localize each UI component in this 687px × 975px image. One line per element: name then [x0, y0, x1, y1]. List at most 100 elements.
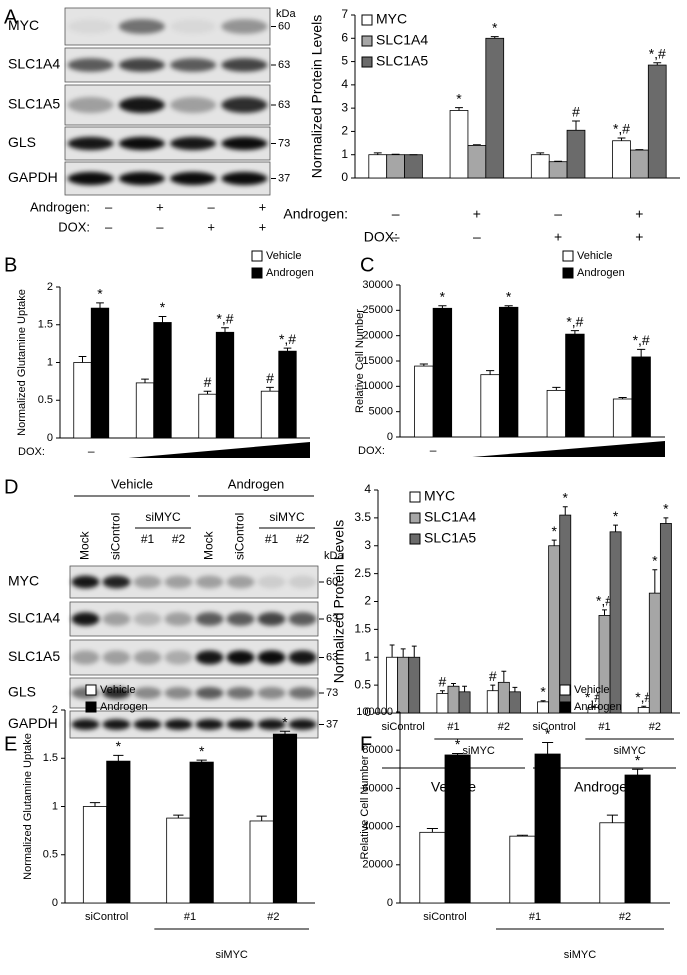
legend-swatch [85, 684, 97, 696]
error-bar [570, 330, 579, 335]
significance-mark: * [199, 743, 205, 759]
y-tick-label: 1 [341, 147, 348, 161]
kda-unit: kDa [324, 550, 344, 562]
x-tick-label: siControl [381, 721, 424, 733]
bar [631, 356, 651, 438]
blot-band [164, 650, 193, 665]
kda-value: 63 [278, 59, 290, 71]
significance-mark: * [551, 523, 557, 539]
bar [548, 161, 568, 179]
error-bar [452, 752, 464, 755]
blot-band [118, 19, 165, 34]
x-row-label: DOX: [358, 445, 385, 457]
bar [73, 362, 92, 439]
error-bar [663, 517, 669, 524]
condition-sign: + [259, 219, 267, 234]
bar [630, 149, 649, 179]
y-tick-label: 0 [47, 432, 53, 444]
error-bar [455, 107, 463, 111]
blot-band [226, 575, 255, 589]
blot-band [257, 650, 286, 665]
error-bar [472, 144, 481, 146]
blot-band [195, 650, 224, 665]
legend-swatch [361, 35, 373, 47]
error-bar [389, 644, 395, 658]
kda-value: 60 [326, 576, 338, 588]
condition-sign: + [554, 229, 562, 245]
blot-band [118, 136, 165, 151]
lane-group-label: siMYC [145, 510, 181, 524]
blot-row-label: SLC1A4 [8, 610, 60, 626]
bar [135, 382, 155, 439]
y-tick-label: 25000 [362, 304, 393, 316]
blot-row-label: MYC [8, 573, 39, 589]
bar [153, 322, 172, 439]
x-tick-label: #1 [598, 721, 610, 733]
panel-letter: B [4, 254, 17, 276]
y-tick-label: 0 [341, 170, 348, 184]
significance-mark: * [652, 552, 658, 568]
blot-band [257, 612, 286, 626]
legend-swatch [361, 56, 373, 68]
bar [449, 110, 469, 179]
x-tick-label: #1 [447, 721, 459, 733]
bar [599, 822, 626, 904]
blot-band [102, 719, 131, 730]
blot-band [133, 650, 162, 665]
condition-sign: + [635, 229, 643, 245]
condition-sign: – [208, 199, 216, 214]
blot-row-label: GLS [8, 134, 36, 150]
error-bar [221, 327, 229, 333]
bar [436, 693, 449, 714]
blot-header: Androgen [228, 476, 284, 491]
error-bar [653, 62, 662, 66]
blot-band [67, 58, 114, 72]
lane-group-label: siMYC [269, 510, 305, 524]
group-label: siMYC [564, 949, 596, 961]
legend-label: SLC1A4 [376, 32, 428, 48]
bar [260, 390, 280, 439]
blot-band [226, 650, 255, 665]
significance-mark: *,# [585, 689, 602, 705]
blot-band [71, 575, 100, 589]
blot-band [170, 19, 217, 34]
y-tick-label: 20000 [362, 859, 393, 871]
x-tick-label: #2 [267, 911, 279, 923]
error-bar [96, 302, 104, 309]
blot-band [102, 575, 131, 589]
lane-label: siControl [233, 513, 247, 560]
panel-letter: F [360, 733, 372, 755]
x-tick-label: #1 [184, 911, 196, 923]
y-tick-label: 2 [341, 124, 348, 138]
kda-value: 63 [278, 99, 290, 111]
legend-label: Androgen [100, 701, 148, 713]
kda-value: 73 [326, 687, 338, 699]
significance-mark: # [572, 104, 580, 120]
y-tick-label: 0 [387, 431, 393, 443]
condition-sign: – [105, 199, 113, 214]
error-bar [89, 802, 101, 807]
error-bar [512, 686, 518, 692]
legend-label: Vehicle [574, 684, 609, 696]
error-bar [552, 386, 561, 391]
x-row-first: – [430, 443, 437, 457]
condition-sign: + [473, 206, 481, 222]
significance-mark: *,# [596, 593, 613, 609]
y-tick-label: 5 [341, 54, 348, 68]
condition-label: DOX: [58, 219, 90, 234]
legend-swatch [361, 14, 373, 26]
error-bar [501, 670, 507, 683]
error-bar [203, 390, 212, 395]
error-bar [590, 705, 596, 708]
panel-letter: E [4, 733, 17, 755]
bar [408, 656, 421, 714]
panel-letter: A [4, 6, 18, 28]
legend-swatch [251, 267, 263, 279]
lane-label: Mock [78, 530, 92, 560]
legend-swatch [562, 250, 574, 262]
error-bar [516, 834, 528, 837]
error-bar [602, 609, 607, 616]
bar [530, 154, 550, 179]
dose-wedge [128, 442, 310, 458]
